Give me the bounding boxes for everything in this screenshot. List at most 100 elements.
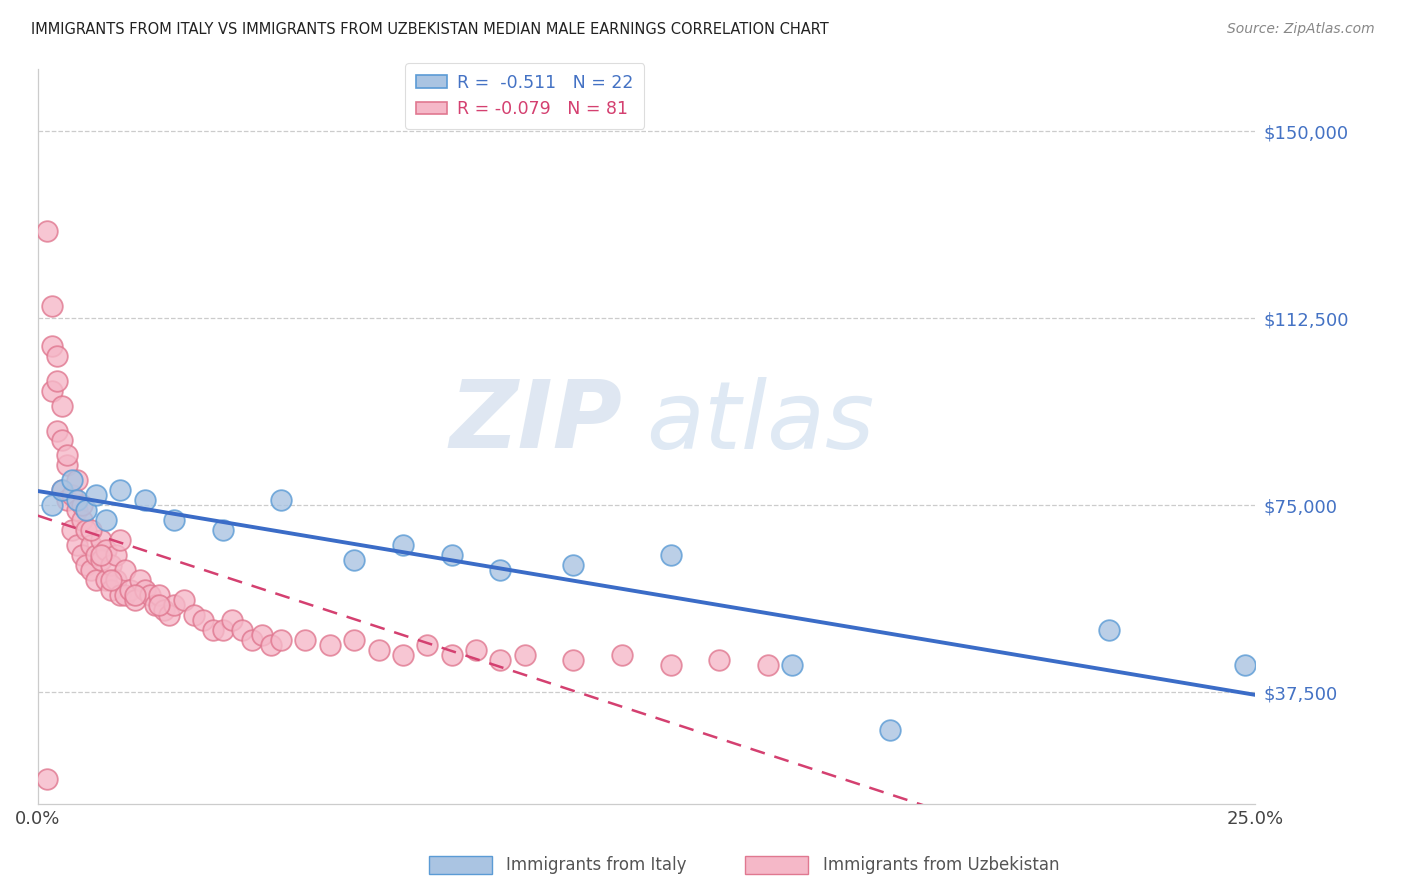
Point bbox=[294, 632, 316, 647]
Point bbox=[270, 493, 292, 508]
Point bbox=[41, 299, 63, 313]
Text: IMMIGRANTS FROM ITALY VS IMMIGRANTS FROM UZBEKISTAN MEDIAN MALE EARNINGS CORRELA: IMMIGRANTS FROM ITALY VS IMMIGRANTS FROM… bbox=[31, 22, 828, 37]
Point bbox=[37, 772, 59, 787]
Point bbox=[211, 523, 233, 537]
Point bbox=[110, 588, 132, 602]
Point bbox=[46, 374, 69, 388]
Point bbox=[392, 538, 415, 552]
Point bbox=[56, 449, 79, 463]
Point bbox=[138, 588, 160, 602]
Point bbox=[104, 548, 127, 562]
Point bbox=[392, 648, 415, 662]
Point bbox=[66, 493, 89, 508]
Point bbox=[134, 493, 156, 508]
Point bbox=[60, 488, 83, 502]
Point bbox=[56, 493, 79, 508]
Text: Immigrants from Uzbekistan: Immigrants from Uzbekistan bbox=[823, 856, 1059, 874]
Point bbox=[211, 623, 233, 637]
Point bbox=[114, 563, 136, 577]
Point bbox=[1098, 623, 1121, 637]
Point bbox=[440, 648, 463, 662]
Point bbox=[1234, 657, 1257, 672]
Point bbox=[134, 582, 156, 597]
Point bbox=[124, 588, 146, 602]
Text: atlas: atlas bbox=[647, 376, 875, 467]
Point bbox=[153, 603, 176, 617]
Point bbox=[100, 582, 122, 597]
Point bbox=[163, 598, 186, 612]
Point bbox=[75, 503, 97, 517]
Text: ZIP: ZIP bbox=[449, 376, 621, 468]
Point bbox=[782, 657, 804, 672]
Point bbox=[709, 653, 731, 667]
Point bbox=[250, 628, 273, 642]
Point bbox=[51, 399, 73, 413]
Point bbox=[464, 643, 486, 657]
Point bbox=[70, 513, 93, 527]
Point bbox=[46, 424, 69, 438]
Point bbox=[659, 548, 682, 562]
Point bbox=[562, 558, 585, 573]
Point bbox=[37, 224, 59, 238]
Point bbox=[120, 582, 142, 597]
Point bbox=[70, 498, 93, 512]
Point bbox=[143, 598, 166, 612]
Point bbox=[41, 339, 63, 353]
Point bbox=[513, 648, 536, 662]
Point bbox=[90, 548, 112, 562]
Point bbox=[440, 548, 463, 562]
Point bbox=[66, 503, 89, 517]
Point bbox=[84, 573, 107, 587]
Point bbox=[75, 523, 97, 537]
Point bbox=[183, 607, 205, 622]
Point bbox=[84, 488, 107, 502]
Point bbox=[80, 523, 103, 537]
Point bbox=[221, 613, 243, 627]
Point bbox=[94, 543, 117, 558]
Point bbox=[51, 483, 73, 498]
Point bbox=[489, 563, 512, 577]
Point bbox=[75, 558, 97, 573]
Point bbox=[148, 588, 170, 602]
Legend: R =  -0.511   N = 22, R = -0.079   N = 81: R = -0.511 N = 22, R = -0.079 N = 81 bbox=[405, 63, 644, 128]
Text: Immigrants from Italy: Immigrants from Italy bbox=[506, 856, 686, 874]
Point bbox=[41, 498, 63, 512]
Point bbox=[879, 723, 901, 737]
Point bbox=[610, 648, 633, 662]
Point bbox=[80, 563, 103, 577]
Point bbox=[94, 573, 117, 587]
Point bbox=[157, 607, 180, 622]
Point bbox=[240, 632, 263, 647]
Point bbox=[148, 598, 170, 612]
Point bbox=[80, 538, 103, 552]
Point bbox=[343, 553, 366, 567]
Point bbox=[46, 349, 69, 363]
Point bbox=[260, 638, 283, 652]
Point bbox=[489, 653, 512, 667]
Text: Source: ZipAtlas.com: Source: ZipAtlas.com bbox=[1227, 22, 1375, 37]
Point bbox=[66, 538, 89, 552]
Point bbox=[270, 632, 292, 647]
Point bbox=[343, 632, 366, 647]
Point bbox=[41, 384, 63, 398]
Point bbox=[124, 593, 146, 607]
Point bbox=[110, 533, 132, 548]
Point bbox=[193, 613, 215, 627]
Point bbox=[70, 548, 93, 562]
Point bbox=[84, 548, 107, 562]
Point bbox=[100, 558, 122, 573]
Point bbox=[659, 657, 682, 672]
Point bbox=[367, 643, 389, 657]
Point bbox=[60, 474, 83, 488]
Point bbox=[94, 513, 117, 527]
Point bbox=[756, 657, 779, 672]
Point bbox=[129, 573, 152, 587]
Point bbox=[163, 513, 186, 527]
Point bbox=[416, 638, 439, 652]
Point bbox=[56, 458, 79, 473]
Point bbox=[231, 623, 253, 637]
Point bbox=[90, 553, 112, 567]
Point bbox=[319, 638, 342, 652]
Point bbox=[562, 653, 585, 667]
Point bbox=[66, 474, 89, 488]
